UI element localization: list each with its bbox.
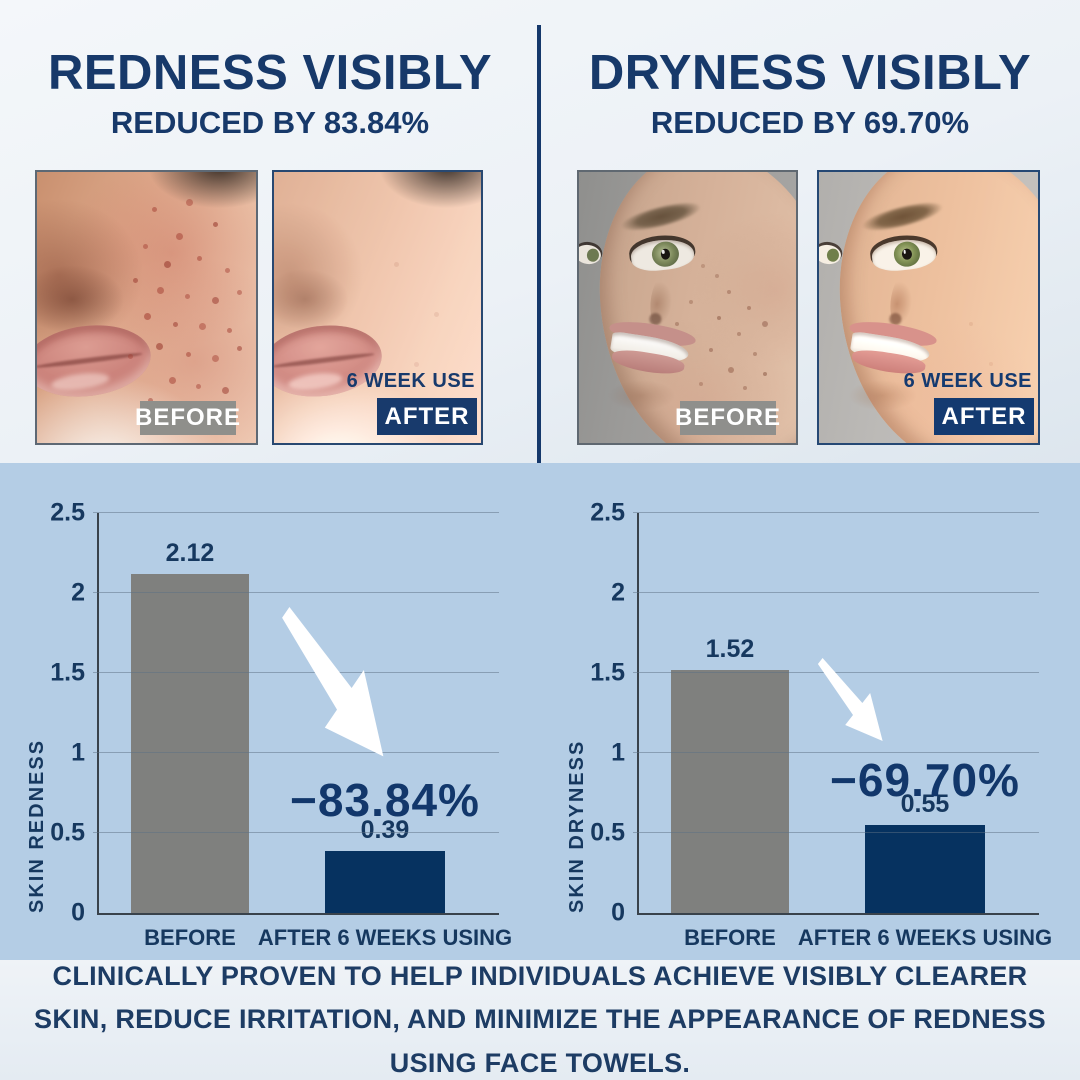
dryness-before-photo: BEFORE	[577, 170, 798, 445]
y-tick-label: 0.5	[50, 818, 85, 847]
down-right-arrow-icon	[282, 607, 384, 757]
footer-section: CLINICALLY PROVEN TO HELP INDIVIDUALS AC…	[0, 960, 1080, 1080]
y-tick-label: 0.5	[590, 818, 625, 847]
charts-section: SKIN REDNESS 2.12 0.39 BEFORE AFTER 6 WE…	[0, 463, 1080, 960]
x-category-after: AFTER 6 WEEKS USING	[797, 925, 1053, 950]
eyelash-detail	[124, 172, 256, 238]
y-tick-label: 0	[611, 898, 625, 927]
after-badge: AFTER	[934, 398, 1034, 435]
y-axis-label: SKIN DRYNESS	[566, 739, 588, 913]
gridline	[93, 672, 499, 673]
plot-area: 2.12 0.39 BEFORE AFTER 6 WEEKS USING 0 0.…	[50, 499, 512, 951]
gridline	[93, 592, 499, 593]
dryness-after-photo: 6 WEEK USE AFTER	[817, 170, 1040, 445]
redness-title: REDNESS VISIBLY	[47, 46, 493, 100]
clear-skin-detail	[274, 172, 279, 177]
gridline	[633, 512, 1039, 513]
y-tick-label: 2	[71, 578, 85, 607]
y-tick-label: 2.5	[50, 498, 85, 527]
y-tick-label: 1.5	[590, 658, 625, 687]
after-bar: 0.39	[325, 816, 445, 913]
redness-after-photo: 6 WEEK USE AFTER	[272, 170, 483, 445]
dryness-subtitle: REDUCED BY 69.70%	[650, 105, 970, 141]
eyelash-detail	[356, 172, 481, 238]
skin-redness-chart: SKIN REDNESS 2.12 0.39 BEFORE AFTER 6 WE…	[0, 463, 540, 960]
after-bar: 0.55	[865, 790, 985, 913]
iris-detail	[651, 240, 681, 269]
before-bar: 2.12	[131, 539, 249, 913]
bar-value-label: 0.55	[900, 790, 950, 818]
gridline	[633, 672, 1039, 673]
reduction-percent-label: −83.84%	[290, 774, 480, 826]
gridline	[93, 752, 499, 753]
x-category-after: AFTER 6 WEEKS USING	[257, 925, 513, 950]
y-tick-label: 2	[611, 578, 625, 607]
y-tick-label: 2.5	[590, 498, 625, 527]
iris-detail	[891, 240, 921, 269]
bar-value-label: 1.52	[705, 634, 755, 663]
gridline	[633, 752, 1039, 753]
reduction-percent-label: −69.70%	[830, 754, 1020, 806]
bar-value-label: 0.39	[360, 815, 410, 844]
dryness-panel: DRYNESS VISIBLY REDUCED BY 69.70%	[540, 0, 1080, 463]
plot-area: 1.52 0.55 BEFORE AFTER 6 WEEKS USING 0 0.…	[590, 499, 1052, 951]
after-note: 6 WEEK USE	[903, 370, 1032, 392]
y-tick-label: 0	[71, 898, 85, 927]
down-right-arrow-icon	[817, 658, 883, 741]
redness-panel: REDNESS VISIBLY REDUCED BY 83.84%	[0, 0, 540, 463]
after-badge: AFTER	[377, 398, 477, 435]
pupil-detail	[660, 248, 671, 261]
x-category-before: BEFORE	[144, 925, 236, 950]
y-tick-label: 1.5	[50, 658, 85, 687]
gridline	[93, 512, 499, 513]
redness-before-photo: BEFORE	[35, 170, 258, 445]
gridline	[633, 592, 1039, 593]
clinical-claim-text: CLINICALLY PROVEN TO HELP INDIVIDUALS AC…	[30, 955, 1050, 1080]
bar-value-label: 2.12	[165, 538, 215, 567]
chin-shadow-detail	[596, 375, 688, 416]
y-tick-label: 1	[71, 738, 85, 767]
before-badge: BEFORE	[135, 401, 240, 435]
after-note: 6 WEEK USE	[346, 370, 475, 392]
claim-bold-text: FACE TOWELS.	[484, 1047, 691, 1078]
dryness-title: DRYNESS VISIBLY	[588, 46, 1032, 100]
x-category-before: BEFORE	[684, 925, 776, 950]
chin-shadow-detail	[836, 375, 929, 416]
clear-skin-detail	[819, 172, 823, 176]
gridline	[93, 832, 499, 833]
claim-main-text: CLINICALLY PROVEN TO HELP INDIVIDUALS AC…	[34, 961, 1046, 1078]
blemish-spots-detail	[579, 172, 583, 176]
y-axis-label: SKIN REDNESS	[26, 738, 48, 913]
redness-subtitle: REDUCED BY 83.84%	[110, 105, 430, 141]
acne-spots-detail	[37, 172, 42, 177]
before-bar: 1.52	[671, 635, 789, 913]
before-badge: BEFORE	[675, 401, 780, 435]
gridline	[633, 832, 1039, 833]
skin-dryness-chart: SKIN DRYNESS 1.52 0.55 BEFORE AFTER 6 WE…	[540, 463, 1080, 960]
pupil-detail	[901, 248, 912, 261]
y-tick-label: 1	[611, 738, 625, 767]
